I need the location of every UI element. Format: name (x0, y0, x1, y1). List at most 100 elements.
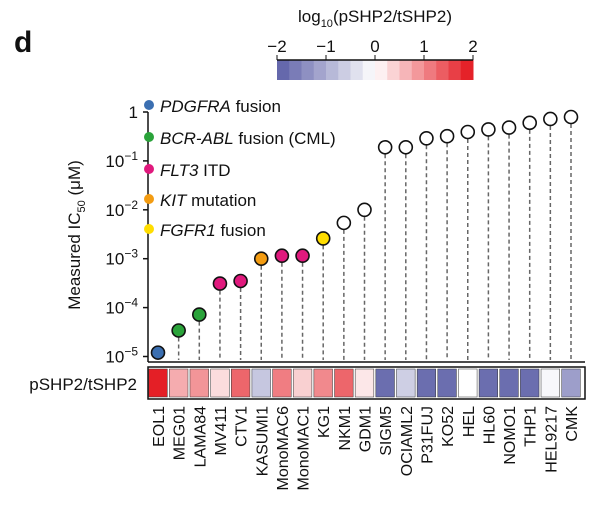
point-HL60 (481, 122, 496, 137)
y-tick-label: 1 (129, 103, 138, 122)
colorbar-swatch (387, 60, 400, 80)
colorbar-swatch (289, 60, 302, 80)
colorbar-swatch (436, 60, 449, 80)
y-tick-base: 10 (105, 201, 124, 220)
colorbar-tick-label: 1 (419, 37, 428, 56)
point-P31FUJ (419, 130, 434, 146)
y-axis-label: Measured IC50 (μM) (65, 160, 88, 310)
heatmap-cell-SIGM5 (375, 368, 395, 398)
y-tick-base: 10 (105, 299, 124, 318)
colorbar-tick-label: −2 (267, 37, 286, 56)
x-tick-label: EOL1 (151, 406, 168, 447)
point-NKM1 (336, 215, 352, 231)
y-tick-exponent: −2 (124, 198, 138, 212)
heatmap-cell-CTV1 (231, 368, 251, 398)
point-CTV1 (233, 273, 248, 289)
heatmap-cell-KASUMI1 (251, 368, 271, 398)
heatmap-border (147, 366, 586, 400)
heatmap-cell-HEL9217 (540, 368, 560, 398)
y-tick-label: 10−1 (105, 149, 138, 171)
legend-item: KIT mutation (160, 191, 256, 210)
x-tick-label: CMK (564, 406, 581, 442)
heatmap-cell-KG1 (313, 368, 333, 398)
legend-marker-BCR-ABL (144, 132, 154, 142)
x-tick-label: HEL (461, 406, 478, 437)
legend-item: FGFR1 fusion (160, 221, 266, 240)
legend-rest: fusion (231, 97, 281, 116)
x-tick-label: THP1 (523, 406, 540, 447)
point-NOMO1 (501, 120, 517, 135)
point-MEG01 (171, 323, 186, 338)
colorbar-swatch (448, 60, 462, 80)
point-MonoMAC6 (274, 248, 290, 264)
legend-rest: fusion (216, 221, 266, 240)
point-HEL9217 (543, 111, 558, 127)
x-tick-label: HL60 (481, 406, 498, 444)
x-tick-label: OCIAML2 (399, 406, 416, 476)
colorbar: log10(pSHP2/tSHP2) −2 −1 0 1 2 (267, 7, 478, 80)
point-CMK (563, 109, 579, 125)
y-tick-base: 10 (105, 250, 124, 269)
point-THP1 (522, 115, 538, 131)
x-tick-label: P31FUJ (419, 406, 436, 464)
legend-marker-FLT3 (144, 164, 154, 174)
colorbar-swatch (277, 60, 290, 80)
colorbar-swatch (338, 60, 351, 80)
y-tick-label: 10−5 (105, 345, 138, 367)
legend-marker-KIT (144, 194, 154, 204)
heatmap-cell-EOL1 (148, 368, 168, 398)
legend-italic: FGFR1 (160, 221, 216, 240)
legend-rest: mutation (186, 191, 256, 210)
legend-item: FLT3 ITD (160, 161, 231, 180)
legend-item: BCR-ABL fusion (CML) (160, 129, 336, 148)
heatmap-cell-MV411 (210, 368, 230, 398)
colorbar-swatch (350, 60, 364, 80)
x-tick-label: NOMO1 (502, 406, 519, 465)
point-KO52 (439, 128, 455, 144)
colorbar-swatch (313, 60, 327, 80)
heatmap-cell-MEG01 (169, 368, 189, 398)
colorbar-swatch (399, 60, 413, 80)
x-tick-label: NKM1 (337, 406, 354, 451)
y-tick-base: 1 (129, 103, 138, 122)
point-HEL (460, 124, 476, 140)
y-tick-label: 10−2 (105, 198, 138, 220)
heatmap-cell-KO52 (437, 368, 457, 398)
colorbar-swatch (411, 60, 425, 80)
colorbar-swatch (301, 60, 315, 80)
point-MV411 (212, 276, 228, 291)
legend-rest: fusion (CML) (234, 129, 336, 148)
heatmap-cell-MonoMAC1 (292, 368, 313, 398)
y-tick-exponent: −1 (124, 149, 138, 163)
legend-italic: FLT3 (160, 161, 199, 180)
heatmap-row-label: pSHP2/tSHP2 (29, 375, 137, 394)
point-KG1 (315, 231, 331, 246)
legend-italic: BCR-ABL (160, 129, 234, 148)
heatmap-row (147, 366, 586, 400)
colorbar-swatch (326, 60, 339, 80)
point-OCIAML2 (398, 139, 414, 155)
y-tick-base: 10 (105, 348, 124, 367)
legend-item: PDGFRA fusion (160, 97, 281, 116)
colorbar-swatch (375, 60, 388, 80)
point-SIGM5 (377, 139, 393, 155)
x-tick-label: HEL9217 (543, 406, 560, 473)
y-tick-exponent: −5 (124, 345, 138, 359)
heatmap-cell-LAMA84 (189, 368, 209, 398)
heatmap-cell-THP1 (520, 368, 540, 398)
legend-rest: ITD (198, 161, 230, 180)
x-tick-label: SIGM5 (378, 406, 395, 456)
colorbar-title: log10(pSHP2/tSHP2) (298, 7, 452, 30)
x-tick-label: GDM1 (358, 406, 375, 452)
panel-label: d (14, 26, 32, 59)
points (150, 109, 579, 360)
legend-italic: KIT (160, 191, 188, 210)
heatmap-cell-HEL (458, 368, 478, 398)
y-tick-exponent: −4 (124, 296, 138, 310)
x-tick-label: KO52 (440, 406, 457, 447)
y-tick-label: 10−3 (105, 247, 138, 269)
heatmap-cell-OCIAML2 (396, 368, 416, 398)
